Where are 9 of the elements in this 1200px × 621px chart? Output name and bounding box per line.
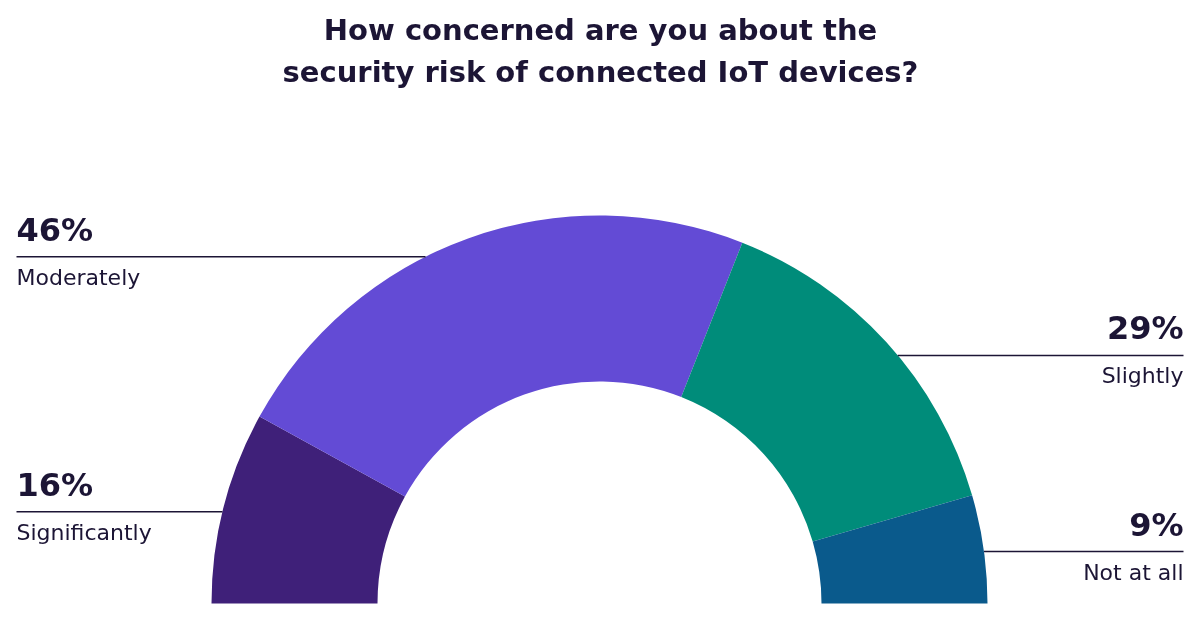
slice-label: Moderately <box>16 264 141 290</box>
data-label: 29% <box>1106 309 1184 348</box>
data-label: 16% <box>16 465 94 504</box>
slice-label: Slightly <box>1101 363 1184 389</box>
data-label: 46% <box>16 210 94 249</box>
slice-label: Not at all <box>1083 559 1184 585</box>
data-label: 9% <box>1129 505 1184 544</box>
chart-title: How concerned are you about the security risk of connected IoT devices? <box>282 12 919 89</box>
slice-label: Significantly <box>16 519 152 545</box>
